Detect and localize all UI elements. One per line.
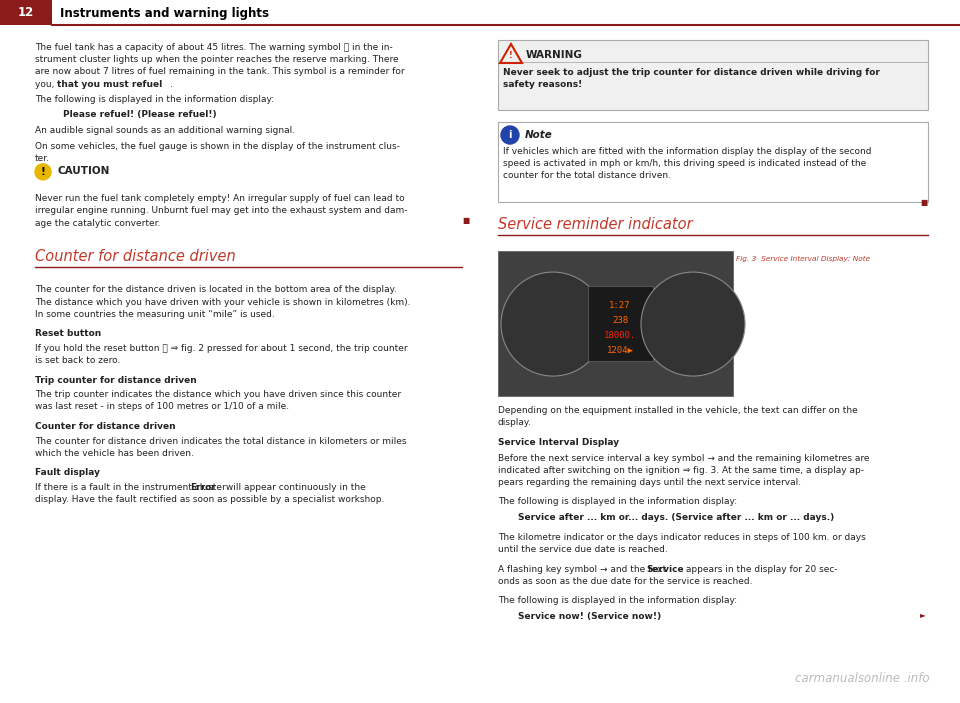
Text: Fig. 3  Service Interval Display: Note: Fig. 3 Service Interval Display: Note — [736, 256, 870, 262]
Text: The counter for distance driven indicates the total distance in kilometers or mi: The counter for distance driven indicate… — [35, 437, 406, 446]
Text: 1:27: 1:27 — [610, 301, 631, 310]
Text: was last reset - in steps of 100 metres or 1/10 of a mile.: was last reset - in steps of 100 metres … — [35, 403, 289, 411]
Text: speed is activated in mph or km/h, this driving speed is indicated instead of th: speed is activated in mph or km/h, this … — [503, 159, 866, 168]
Text: ■: ■ — [920, 198, 927, 207]
Bar — [588, 286, 653, 361]
Text: The following is displayed in the information display:: The following is displayed in the inform… — [35, 96, 275, 105]
Text: display.: display. — [498, 418, 532, 427]
Text: An audible signal sounds as an additional warning signal.: An audible signal sounds as an additiona… — [35, 126, 295, 135]
Bar — [0, 0, 52, 25]
Text: A flashing key symbol → and the text: A flashing key symbol → and the text — [498, 565, 669, 574]
Text: ■: ■ — [462, 217, 469, 226]
Text: On some vehicles, the fuel gauge is shown in the display of the instrument clus-: On some vehicles, the fuel gauge is show… — [35, 142, 400, 150]
Text: Before the next service interval a key symbol → and the remaining kilometres are: Before the next service interval a key s… — [498, 453, 870, 463]
Text: Error: Error — [190, 483, 216, 492]
Text: The following is displayed in the information display:: The following is displayed in the inform… — [498, 498, 737, 506]
Circle shape — [641, 272, 745, 376]
Text: Counter for distance driven: Counter for distance driven — [35, 249, 236, 264]
Text: .: . — [170, 79, 173, 89]
Text: carmanualsonline .info: carmanualsonline .info — [796, 672, 930, 685]
Text: Note: Note — [525, 130, 553, 140]
Text: Depending on the equipment installed in the vehicle, the text can differ on the: Depending on the equipment installed in … — [498, 406, 857, 415]
Text: you,: you, — [35, 79, 58, 89]
Text: 12: 12 — [18, 6, 35, 20]
Circle shape — [501, 126, 519, 144]
Text: age the catalytic converter.: age the catalytic converter. — [35, 219, 160, 228]
Text: !: ! — [40, 167, 45, 177]
Polygon shape — [500, 44, 522, 63]
Text: The distance which you have driven with your vehicle is shown in kilometres (km): The distance which you have driven with … — [35, 297, 411, 307]
Bar — [498, 40, 928, 110]
Text: Reset button: Reset button — [35, 329, 101, 338]
Text: The fuel tank has a capacity of about 45 litres. The warning symbol ⓓ in the in-: The fuel tank has a capacity of about 45… — [35, 43, 393, 52]
Text: Never seek to adjust the trip counter for distance driven while driving for: Never seek to adjust the trip counter fo… — [503, 68, 880, 77]
Text: Trip counter for distance driven: Trip counter for distance driven — [35, 375, 197, 385]
Text: safety reasons!: safety reasons! — [503, 80, 583, 89]
Text: counter for the total distance driven.: counter for the total distance driven. — [503, 172, 671, 181]
Text: appears in the display for 20 sec-: appears in the display for 20 sec- — [683, 565, 838, 574]
Text: In some countries the measuring unit “mile” is used.: In some countries the measuring unit “mi… — [35, 310, 275, 319]
Text: The following is displayed in the information display:: The following is displayed in the inform… — [498, 596, 737, 605]
Text: that you must refuel: that you must refuel — [57, 79, 162, 89]
Text: Please refuel! (Please refuel!): Please refuel! (Please refuel!) — [63, 110, 217, 119]
Text: 1204▶: 1204▶ — [607, 346, 634, 355]
Text: The counter for the distance driven is located in the bottom area of the display: The counter for the distance driven is l… — [35, 285, 396, 295]
Text: Service: Service — [646, 565, 684, 574]
Text: !: ! — [509, 51, 513, 60]
Text: ter.: ter. — [35, 154, 50, 163]
Text: until the service due date is reached.: until the service due date is reached. — [498, 545, 668, 554]
Text: Instruments and warning lights: Instruments and warning lights — [60, 6, 269, 20]
Text: irregular engine running. Unburnt fuel may get into the exhaust system and dam-: irregular engine running. Unburnt fuel m… — [35, 206, 407, 215]
Text: If you hold the reset button ⓞ ⇒ fig. 2 pressed for about 1 second, the trip cou: If you hold the reset button ⓞ ⇒ fig. 2 … — [35, 344, 408, 353]
Text: If vehicles which are fitted with the information display the display of the sec: If vehicles which are fitted with the in… — [503, 147, 872, 156]
Bar — [498, 122, 928, 202]
Text: Service now! (Service now!): Service now! (Service now!) — [518, 612, 661, 621]
Text: i: i — [508, 130, 512, 140]
Text: indicated after switching on the ignition ⇒ fig. 3. At the same time, a display : indicated after switching on the ignitio… — [498, 466, 864, 475]
Bar — [498, 251, 733, 396]
Text: Fault display: Fault display — [35, 468, 100, 477]
Text: Counter for distance driven: Counter for distance driven — [35, 422, 176, 431]
Circle shape — [501, 272, 605, 376]
Text: pears regarding the remaining days until the next service interval.: pears regarding the remaining days until… — [498, 478, 802, 487]
Text: Service Interval Display: Service Interval Display — [498, 438, 619, 446]
Text: strument cluster lights up when the pointer reaches the reserve marking. There: strument cluster lights up when the poin… — [35, 56, 398, 64]
Text: onds as soon as the due date for the service is reached.: onds as soon as the due date for the ser… — [498, 576, 753, 586]
Text: Never run the fuel tank completely empty! An irregular supply of fuel can lead t: Never run the fuel tank completely empty… — [35, 194, 404, 203]
Text: ►: ► — [920, 610, 925, 619]
Text: Service after ... km or... days. (Service after ... km or ... days.): Service after ... km or... days. (Servic… — [518, 513, 834, 522]
Text: 18000.: 18000. — [604, 331, 636, 340]
Text: which the vehicle has been driven.: which the vehicle has been driven. — [35, 449, 194, 458]
Text: If there is a fault in the instrument cluster: If there is a fault in the instrument cl… — [35, 483, 228, 492]
Text: is set back to zero.: is set back to zero. — [35, 356, 120, 365]
Text: The kilometre indicator or the days indicator reduces in steps of 100 km. or day: The kilometre indicator or the days indi… — [498, 533, 866, 542]
Text: CAUTION: CAUTION — [57, 166, 109, 176]
Text: display. Have the fault rectified as soon as possible by a specialist workshop.: display. Have the fault rectified as soo… — [35, 495, 384, 504]
Text: 238: 238 — [612, 316, 628, 325]
Text: The trip counter indicates the distance which you have driven since this counter: The trip counter indicates the distance … — [35, 390, 401, 399]
Text: will appear continuously in the: will appear continuously in the — [223, 483, 366, 492]
Text: Service reminder indicator: Service reminder indicator — [498, 217, 692, 232]
Text: WARNING: WARNING — [526, 50, 583, 60]
Circle shape — [35, 164, 51, 180]
Text: are now about 7 litres of fuel remaining in the tank. This symbol is a reminder : are now about 7 litres of fuel remaining… — [35, 67, 404, 77]
